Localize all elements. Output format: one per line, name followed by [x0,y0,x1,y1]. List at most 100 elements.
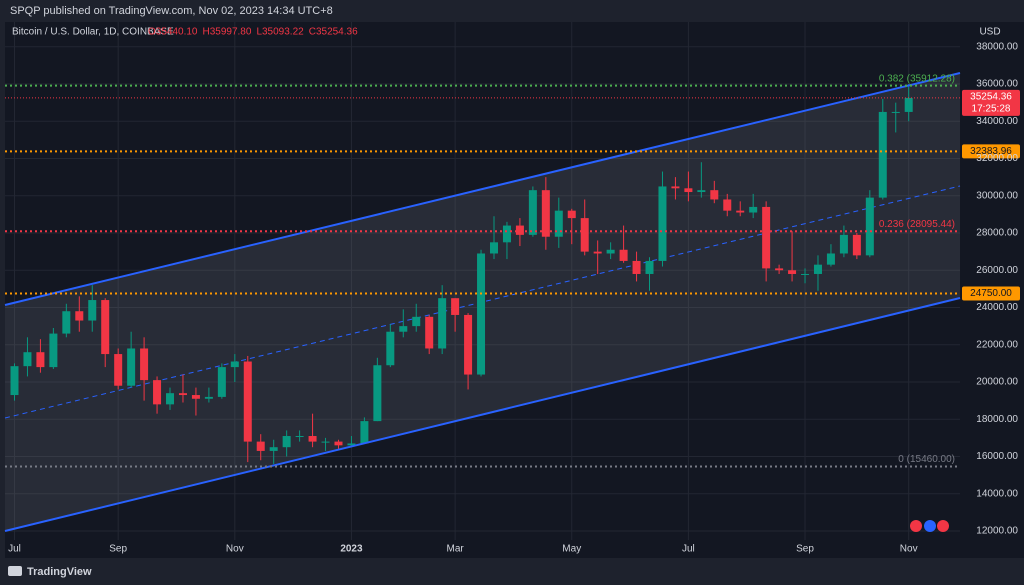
candle-body [217,367,226,397]
candle-body [321,441,330,443]
y-tick-label: 12000.00 [976,526,1018,537]
candle-body [632,260,641,274]
candle-body [528,190,537,235]
candle-body [541,190,550,237]
level-badge-label: 32383.96 [970,146,1012,157]
ohlc-value: L35093.22 [256,27,304,38]
candle-body [775,268,784,271]
x-tick-label: Jul [8,544,21,555]
y-tick-label: 28000.00 [976,228,1018,239]
header: SPQP published on TradingView.com, Nov 0… [10,5,333,17]
ohlc-value: C35254.36 [309,27,358,38]
candle-body [852,234,861,256]
candles [10,84,913,464]
candle-body [438,298,447,349]
level-badge [962,144,1020,159]
candle-body [153,380,162,405]
channel-mid [4,185,961,419]
candle-body [75,311,84,321]
candle-body [88,300,97,321]
candle-body [749,206,758,213]
y-tick-label: 36000.00 [976,79,1018,90]
y-tick-label: 14000.00 [976,488,1018,499]
candle-body [295,436,304,438]
candle-body [684,188,693,193]
candle-body [23,352,32,367]
x-tick-label: Nov [900,544,918,555]
x-tick-label: 2023 [340,544,363,555]
candle-body [347,443,356,446]
overlays: 0.382 (35912.28) 32383.96 0.236 (28095.44)… [5,73,1020,468]
candle-body [256,441,265,451]
x-tick-label: Nov [226,544,244,555]
candle-body [114,354,123,386]
channel-lower [4,297,961,532]
y-tick-label: 26000.00 [976,265,1018,276]
x-tick-label: Mar [447,544,465,555]
candle-body [878,111,887,198]
level-badge-label: 24750.00 [970,288,1012,299]
candle-body [891,111,900,113]
event-icon [910,520,922,532]
footer: TradingView [27,566,92,578]
candle-body [865,197,874,256]
candle-body [736,210,745,213]
candle-body [489,242,498,254]
candle-body [658,186,667,261]
candle-body [399,326,408,332]
candle-body [580,218,589,252]
y-tick-label: 32000.00 [976,153,1018,164]
candle-body [230,361,239,368]
candle-body [204,396,213,399]
candle-body [477,253,486,375]
y-tick-label: 38000.00 [976,41,1018,52]
level-badge [962,286,1020,301]
candle-body [723,199,732,211]
x-tick-label: May [562,544,581,555]
candle-body [140,348,149,381]
currency: USD [979,27,1000,38]
candle-body [101,300,110,355]
candle-body [515,225,524,235]
candle-body [502,225,511,243]
candle-body [788,270,797,274]
candle-body [762,206,771,269]
candle-body [282,436,291,448]
y-tick-label: 24000.00 [976,302,1018,313]
candle-body [554,210,563,237]
candle-body [697,190,706,193]
level-label: 0 (15460.00) [898,454,955,465]
y-tick-label: 22000.00 [976,339,1018,350]
candle-body [386,331,395,366]
y-tick-label: 30000.00 [976,190,1018,201]
y-tick-label: 16000.00 [976,451,1018,462]
candle-body [10,366,19,396]
candle-body [373,365,382,422]
x-tick-label: Sep [109,544,127,555]
last-price-badge [962,89,1020,116]
level-label: 0.382 (35912.28) [879,73,955,84]
event-icon [937,520,949,532]
channel-upper [4,72,961,306]
candle-body [36,352,45,368]
x-tick-label: Jul [682,544,695,555]
candle-body [62,311,71,334]
event-icon [924,520,936,532]
candle-body [801,273,810,275]
level-label: 0.236 (28095.44) [879,219,955,230]
candle-body [606,249,615,254]
candle-body [49,333,58,368]
candle-body [191,395,200,399]
x-tick-label: Sep [796,544,814,555]
last-price-time: 17:25:28 [972,104,1011,115]
y-tick-label: 34000.00 [976,116,1018,127]
candle-body [166,393,175,405]
symbol: Bitcoin / U.S. Dollar, 1D, COINBASE [12,27,174,38]
logo [8,566,22,576]
y-tick-label: 20000.00 [976,377,1018,388]
candle-body [645,260,654,274]
candle-body [813,264,822,274]
candle-body [308,436,317,442]
candle-body [826,253,835,265]
